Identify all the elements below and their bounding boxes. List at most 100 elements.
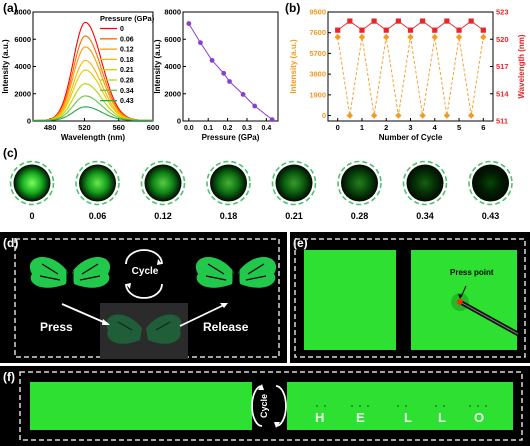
data-point [252, 103, 258, 109]
pressure-label: 0.43 [481, 211, 500, 221]
y-tick-label: 3800 [309, 70, 326, 79]
intensity-point [419, 112, 426, 119]
circle-outline [402, 160, 448, 206]
x-tick-label: 5 [457, 123, 461, 132]
press-point-label: Press point [450, 268, 494, 277]
chart-a-spectra: 480 520 560 60002000400060008000Wavelength … [1, 8, 159, 143]
wavelength-point [335, 27, 341, 33]
y-tick-label: 8000 [164, 8, 181, 17]
pressure-label: 0.18 [219, 211, 238, 221]
x-tick-label: 0.2 [223, 125, 233, 132]
intensity-point [383, 33, 390, 41]
wavelength-point [347, 18, 353, 24]
hello-letter: L [404, 410, 412, 425]
luminescent-sample [13, 164, 51, 202]
legend-label: 0.18 [120, 57, 134, 64]
y-tick-label: 6000 [14, 35, 31, 44]
x-tick-label: 4 [433, 123, 438, 132]
x-tick-label: 0.0 [184, 125, 194, 132]
wavelength-point [359, 27, 365, 33]
x-axis-label: Pressure (GPa) [202, 133, 260, 142]
butterfly-dim-center [106, 314, 182, 344]
wavelength-point [444, 18, 450, 24]
luminescent-sample [144, 164, 182, 202]
spectrum-line [33, 106, 153, 122]
chart-b-cycle: 0 1 2 3 4 5 6 0 1900 3800 5700 7600 9500 511 514 517 520… [289, 8, 526, 143]
luminescent-sample [341, 164, 378, 202]
data-point [186, 21, 192, 26]
wavelength-point [456, 27, 462, 33]
trend-line [188, 23, 273, 120]
data-point [198, 40, 203, 46]
y-tick-label: 9500 [309, 8, 326, 17]
x-tick-label: 0.1 [203, 125, 213, 132]
pressure-label: 0.21 [285, 211, 303, 221]
legend-label: 0.12 [120, 47, 134, 54]
legend-label: 0.34 [120, 88, 134, 95]
pressure-circles [9, 160, 513, 206]
intensity-point [467, 112, 475, 119]
wavelength-point [480, 27, 486, 33]
legend-title: Pressure (GPa) [100, 14, 155, 23]
wavelength-point [420, 18, 426, 24]
intensity-point [431, 33, 438, 41]
x-tick-label: 6 [481, 123, 485, 132]
release-label: Release [203, 320, 249, 334]
pressure-label: 0 [29, 211, 35, 221]
panel-label-f: (f) [3, 370, 15, 384]
y-tick-label: 5700 [309, 49, 326, 58]
y-tick-label: 0 [27, 117, 31, 126]
legend-label: 0.21 [120, 67, 134, 74]
y-tick-label: 6000 [164, 35, 181, 44]
y-tick-label: 2000 [164, 89, 181, 98]
x-tick-label: 0 [336, 123, 340, 132]
luminescent-sample [472, 164, 509, 202]
luminescent-sample [406, 164, 444, 202]
y-axis-label: Intensity (a.u.) [289, 39, 298, 94]
wavelength-point [468, 18, 474, 24]
intensity-point [480, 33, 487, 41]
y-tick-label: 8000 [14, 8, 31, 17]
circle-outline [337, 160, 382, 206]
pressure-label: 0.06 [88, 211, 107, 221]
luminescent-sample [79, 164, 116, 202]
data-point [209, 57, 215, 63]
hello-letter: L [438, 410, 446, 425]
plot-frame [182, 11, 279, 122]
legend-label: 0 [120, 26, 124, 33]
x-tick-label: 480 [44, 123, 57, 132]
x-axis-label: Number of Cycle [379, 133, 443, 142]
y-axis-label: Intensity (a.u.) [1, 39, 10, 94]
wavelength-point [395, 18, 401, 24]
intensity-point [334, 33, 341, 41]
data-point [240, 92, 246, 97]
intensity-point [443, 112, 451, 119]
y2-tick-label: 520 [496, 35, 509, 44]
chart-a-scatter: 0.0 0.1 0.2 0.3 0.4 0 2000 4000 6000 8000 Pressure… [153, 8, 279, 142]
circle-outline [9, 160, 55, 206]
x-tick-label: 2 [384, 123, 388, 132]
intensity-point [455, 33, 463, 41]
panel-label-c: (c) [3, 146, 18, 160]
cycle-label-d: Cycle [131, 266, 159, 277]
circle-outline [468, 160, 513, 206]
wavelength-point [371, 18, 377, 24]
circle-outline [271, 160, 317, 206]
y2-tick-label: 517 [496, 62, 509, 71]
legend-label: 0.43 [120, 98, 134, 105]
legend-label: 0.28 [120, 78, 134, 85]
panel-label-a: (a) [3, 1, 18, 15]
x-tick-label: 560 [112, 123, 125, 132]
y2-axis-label: Wavelength (nm) [517, 34, 526, 98]
hello-writing-illustration [19, 371, 523, 441]
panel-label-b: (b) [285, 1, 301, 15]
press-label: Press [40, 320, 73, 334]
hello-letter: O [474, 410, 485, 425]
circle-outline [75, 160, 120, 206]
wavelength-point [383, 27, 389, 33]
circle-outline [206, 160, 251, 206]
y-tick-label: 7600 [309, 28, 326, 37]
y-tick-label: 0 [322, 111, 326, 120]
y-tick-label: 1900 [309, 90, 326, 99]
intensity-point [395, 112, 402, 119]
